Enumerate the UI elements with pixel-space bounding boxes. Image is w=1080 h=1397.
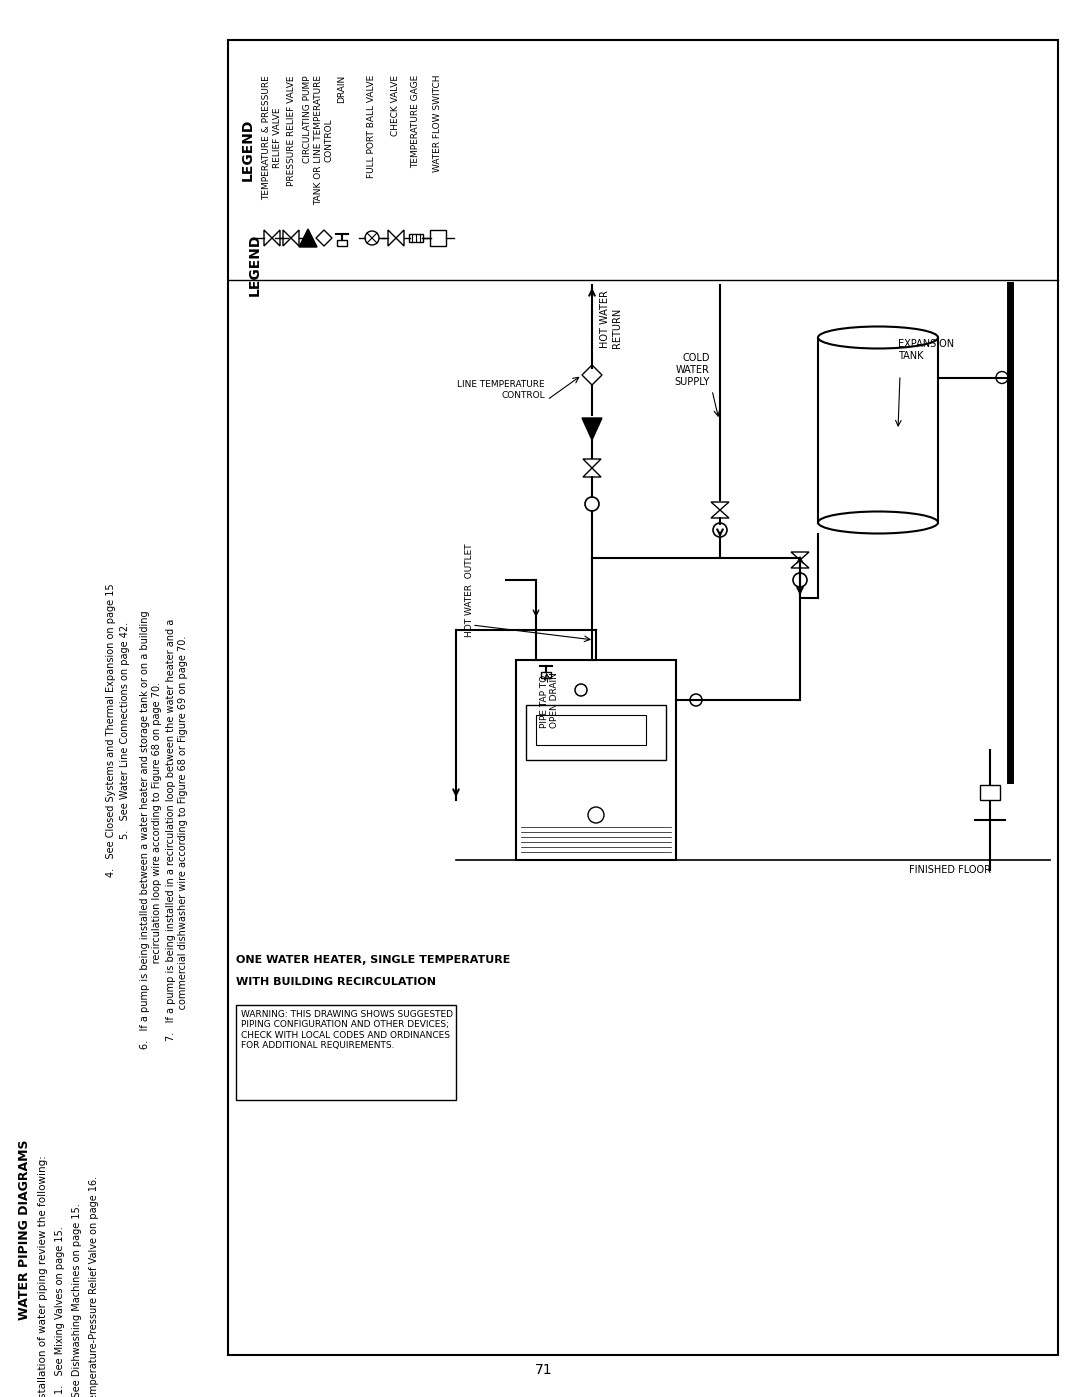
Polygon shape	[582, 418, 602, 440]
Text: LEGEND: LEGEND	[248, 233, 262, 296]
Text: FINISHED FLOOR: FINISHED FLOOR	[909, 865, 991, 875]
Text: 1.   See Mixing Valves on page 15.: 1. See Mixing Valves on page 15.	[55, 1227, 65, 1394]
Bar	[237, 1004, 456, 1099]
Bar	[980, 785, 1000, 800]
Text: 7.   If a pump is being installed in a recirculation loop between the water heat: 7. If a pump is being installed in a rec…	[166, 619, 176, 1041]
Text: 71: 71	[536, 1363, 553, 1377]
Text: Before installation of water piping review the following:: Before installation of water piping revi…	[38, 1155, 48, 1397]
Text: CHECK VALVE: CHECK VALVE	[391, 75, 401, 136]
Bar	[516, 659, 676, 861]
Text: 2.   See Dishwashing Machines on page 15.: 2. See Dishwashing Machines on page 15.	[72, 1204, 82, 1397]
Text: DRAIN: DRAIN	[337, 75, 347, 103]
Text: ONE WATER HEATER, SINGLE TEMPERATURE: ONE WATER HEATER, SINGLE TEMPERATURE	[237, 956, 511, 965]
Text: HOT WATER
RETURN: HOT WATER RETURN	[600, 291, 622, 348]
Text: EXPANSION
TANK: EXPANSION TANK	[897, 339, 954, 360]
Bar	[337, 240, 347, 246]
Text: TANK OR LINE TEMPERATURE
CONTROL: TANK OR LINE TEMPERATURE CONTROL	[314, 75, 334, 205]
Ellipse shape	[818, 511, 939, 534]
Bar	[526, 705, 666, 760]
Text: CIRCULATING PUMP: CIRCULATING PUMP	[303, 75, 312, 162]
Bar	[818, 338, 939, 522]
Text: 3.   See Temperature-Pressure Relief Valve on page 16.: 3. See Temperature-Pressure Relief Valve…	[89, 1176, 99, 1397]
Bar	[409, 235, 423, 242]
Bar	[536, 715, 646, 745]
Text: 6.   If a pump is being installed between a water heater and storage tank or on : 6. If a pump is being installed between …	[140, 610, 150, 1049]
Bar	[541, 672, 551, 678]
Text: LINE TEMPERATURE
CONTROL: LINE TEMPERATURE CONTROL	[457, 380, 545, 400]
Text: 4.   See Closed Systems and Thermal Expansion on page 15: 4. See Closed Systems and Thermal Expans…	[106, 583, 116, 877]
Text: COLD
WATER
SUPPLY: COLD WATER SUPPLY	[675, 353, 710, 387]
Text: PIPE TAP TO
OPEN DRAIN: PIPE TAP TO OPEN DRAIN	[540, 672, 559, 728]
Ellipse shape	[818, 327, 939, 348]
Text: WITH BUILDING RECIRCULATION: WITH BUILDING RECIRCULATION	[237, 977, 436, 988]
Text: PRESSURE RELIEF VALVE: PRESSURE RELIEF VALVE	[286, 75, 296, 186]
Bar	[228, 41, 1058, 1355]
Text: TEMPERATURE GAGE: TEMPERATURE GAGE	[411, 75, 420, 168]
Text: 5.   See Water Line Connections on page 42.: 5. See Water Line Connections on page 42…	[120, 622, 130, 838]
Text: WATER PIPING DIAGRAMS: WATER PIPING DIAGRAMS	[18, 1140, 31, 1320]
Text: commercial dishwasher wire according to Figure 68 or Figure 69 on page 70.: commercial dishwasher wire according to …	[178, 636, 188, 1024]
Text: WARNING: THIS DRAWING SHOWS SUGGESTED
PIPING CONFIGURATION AND OTHER DEVICES;
CH: WARNING: THIS DRAWING SHOWS SUGGESTED PI…	[241, 1010, 453, 1051]
Text: HOT WATER  OUTLET: HOT WATER OUTLET	[465, 543, 474, 637]
Text: WATER FLOW SWITCH: WATER FLOW SWITCH	[433, 75, 443, 172]
Text: FULL PORT BALL VALVE: FULL PORT BALL VALVE	[367, 75, 377, 179]
Bar	[430, 231, 446, 246]
Text: TEMPERATURE & PRESSURE
RELIEF VALVE: TEMPERATURE & PRESSURE RELIEF VALVE	[262, 75, 282, 200]
Polygon shape	[299, 229, 318, 247]
Text: recirculation loop wire according to Figure 68 on page 70.: recirculation loop wire according to Fig…	[152, 682, 162, 978]
Text: LEGEND: LEGEND	[241, 119, 255, 182]
